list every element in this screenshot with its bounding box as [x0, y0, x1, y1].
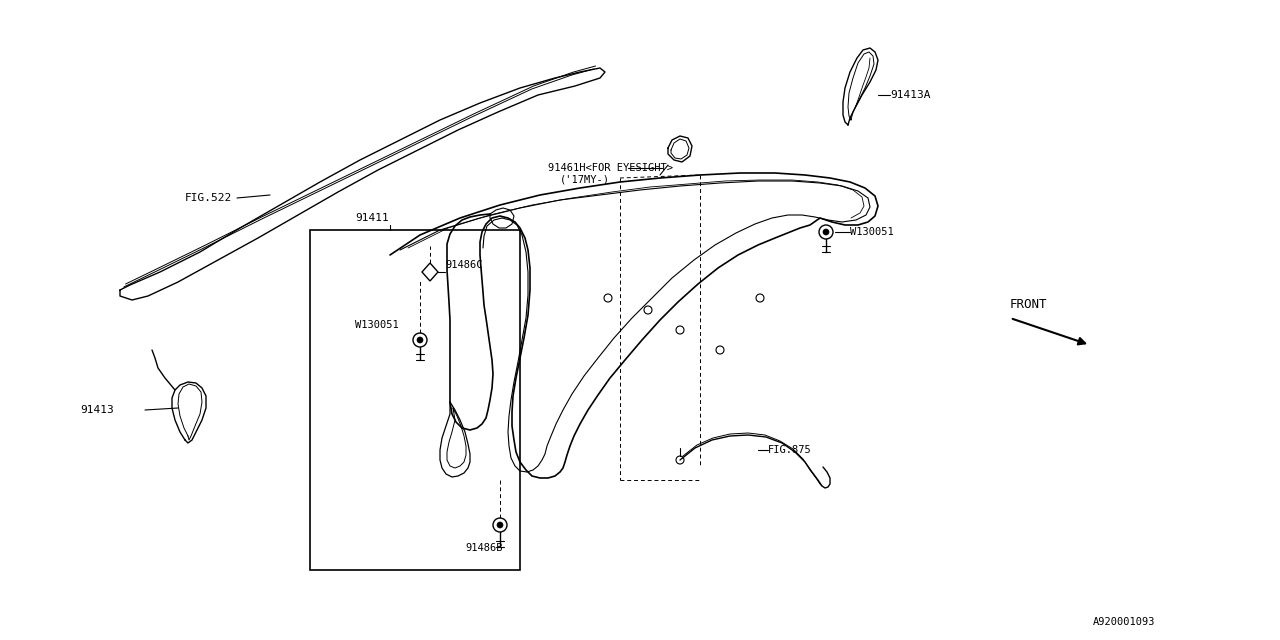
Text: FIG.522: FIG.522: [186, 193, 232, 203]
Text: 91486C: 91486C: [445, 260, 483, 270]
Text: ('17MY-): ('17MY-): [561, 175, 611, 185]
Text: 91461H<FOR EYESIGHT>: 91461H<FOR EYESIGHT>: [548, 163, 673, 173]
Text: W130051: W130051: [355, 320, 399, 330]
Circle shape: [417, 337, 422, 343]
Text: W130051: W130051: [850, 227, 893, 237]
Text: 91413: 91413: [79, 405, 114, 415]
Text: FRONT: FRONT: [1010, 298, 1047, 312]
Text: 91486B: 91486B: [465, 543, 503, 553]
Text: FIG.875: FIG.875: [768, 445, 812, 455]
Text: 91411: 91411: [355, 213, 389, 223]
Text: A920001093: A920001093: [1093, 617, 1155, 627]
Circle shape: [823, 229, 829, 235]
Circle shape: [497, 522, 503, 528]
Bar: [310, 230, 520, 570]
Text: 91413A: 91413A: [890, 90, 931, 100]
